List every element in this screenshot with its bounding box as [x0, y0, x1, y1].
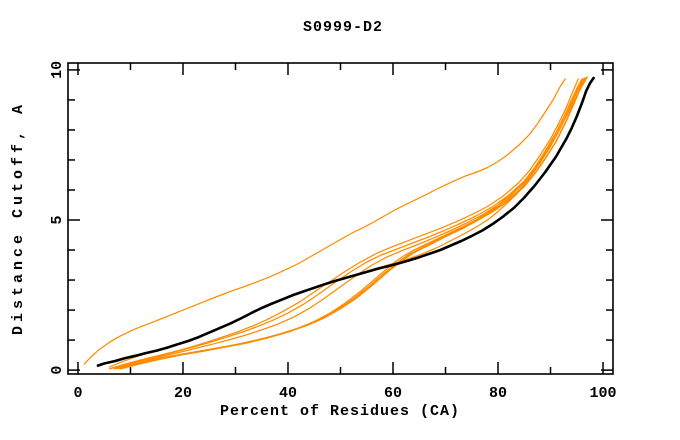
data-series [83, 76, 595, 370]
series-orange-curve-3-fan [111, 78, 579, 369]
series-orange-curve-6-low-bundle [108, 77, 586, 370]
y-tick-label: 5 [49, 215, 66, 224]
x-tick-label: 20 [174, 385, 192, 402]
tick-labels: 0 20 40 60 80 100 0 5 10 [49, 61, 617, 402]
series-orange-curve-4-fan [114, 78, 584, 369]
x-axis-label: Percent of Residues (CA) [220, 403, 460, 420]
chart-title: S0999-D2 [303, 19, 383, 36]
series-orange-curve-7-low-bundle [114, 77, 586, 370]
x-tick-label: 40 [279, 385, 297, 402]
x-tick-label: 100 [590, 385, 617, 402]
series-orange-curve-2-hugging [108, 78, 587, 368]
series-orange-curve-5-fan [116, 78, 583, 370]
x-tick-label: 60 [384, 385, 402, 402]
y-tick-label: 10 [49, 61, 66, 79]
y-tick-label: 0 [49, 366, 66, 375]
y-axis-label: Distance Cutoff, A [10, 101, 27, 335]
axes [67, 62, 614, 375]
series-black-curve-reference [96, 76, 595, 367]
plot-frame [67, 62, 614, 375]
series-orange-curve-8-low-bundle [119, 76, 589, 370]
series-orange-curve-1-outlier [83, 78, 566, 365]
x-tick-label: 0 [73, 385, 82, 402]
x-tick-label: 80 [489, 385, 507, 402]
